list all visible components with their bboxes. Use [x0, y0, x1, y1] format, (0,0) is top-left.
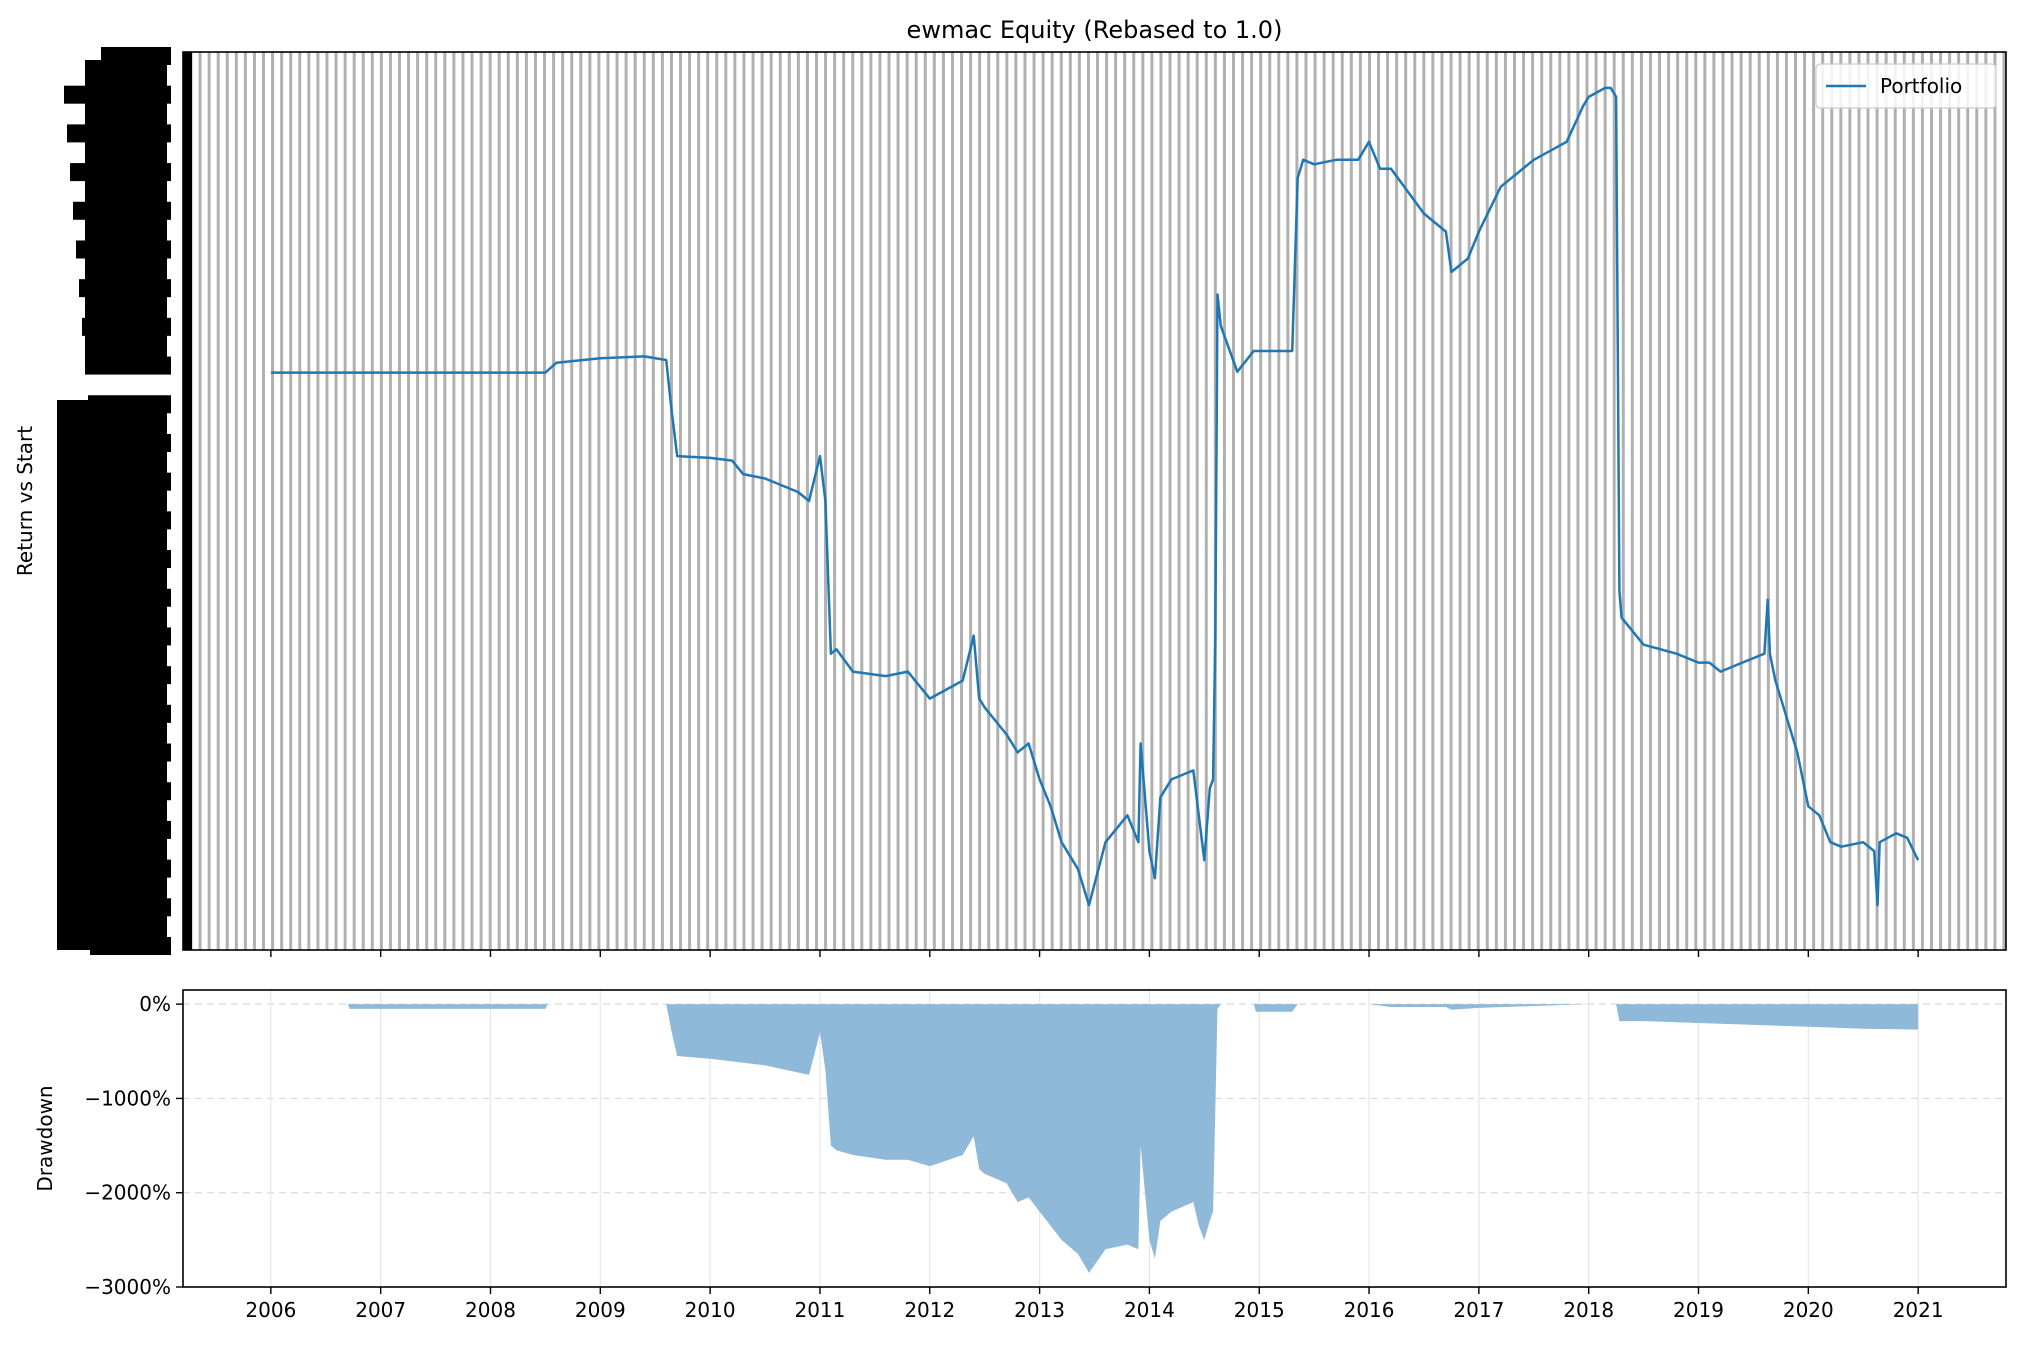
x-tick-label: 2007: [355, 1298, 406, 1322]
x-tick-label: 2006: [245, 1298, 296, 1322]
legend-box: [1815, 63, 1997, 109]
x-tick-label: 2021: [1893, 1298, 1944, 1322]
x-tick-label: 2008: [465, 1298, 516, 1322]
drawdown-y-tick-label: −2000%: [84, 1181, 171, 1205]
equity-left-spine-bar: [183, 52, 192, 950]
equity-y-axis-ticks: [57, 47, 171, 955]
legend: Portfolio: [1815, 63, 1997, 109]
drawdown-axes-frame: [182, 989, 2007, 1288]
x-tick-label: 2011: [794, 1298, 845, 1322]
drawdown-y-axis-label: Drawdown: [33, 1085, 57, 1191]
equity-y-tick-label-cluster: [57, 400, 167, 950]
drawdown-panel: 0% −1000% −2000% −3000% 2006 2007 2008 2009 201…: [33, 950, 2007, 1322]
x-tick-label: 2015: [1234, 1298, 1285, 1322]
equity-y-axis-label: Return vs Start: [13, 426, 37, 576]
equity-y-tick-label-cluster: [85, 60, 167, 360]
equity-axes-frame: [182, 51, 2007, 951]
x-tick-label: 2012: [904, 1298, 955, 1322]
drawdown-y-axis-ticks: 0% −1000% −2000% −3000%: [84, 992, 183, 1299]
x-tick-label: 2009: [575, 1298, 626, 1322]
x-tick-label: 2010: [685, 1298, 736, 1322]
drawdown-area: [270, 1004, 1919, 1273]
x-tick-label: 2016: [1344, 1298, 1395, 1322]
portfolio-equity-line: [270, 86, 1920, 907]
equity-y-tick-label: [85, 356, 171, 375]
equity-grid: [183, 52, 2006, 950]
drawdown-y-tick-label: −1000%: [84, 1086, 171, 1110]
x-tick-label: 2017: [1453, 1298, 1504, 1322]
drawdown-y-tick-label: 0%: [139, 992, 171, 1016]
legend-label-portfolio: Portfolio: [1880, 74, 1962, 98]
x-tick-label: 2019: [1673, 1298, 1724, 1322]
x-tick-label: 2020: [1783, 1298, 1834, 1322]
x-tick-label: 2013: [1014, 1298, 1065, 1322]
chart-title: ewmac Equity (Rebased to 1.0): [907, 16, 1283, 44]
x-tick-label: 2014: [1124, 1298, 1175, 1322]
drawdown-x-axis-ticks: 2006 2007 2008 2009 2010 2011 2012 2013 2014 2015…: [245, 950, 1944, 1322]
x-tick-label: 2018: [1563, 1298, 1614, 1322]
drawdown-y-tick-label: −3000%: [84, 1275, 171, 1299]
equity-panel: ewmac Equity (Rebased to 1.0) Return vs …: [13, 16, 2007, 955]
